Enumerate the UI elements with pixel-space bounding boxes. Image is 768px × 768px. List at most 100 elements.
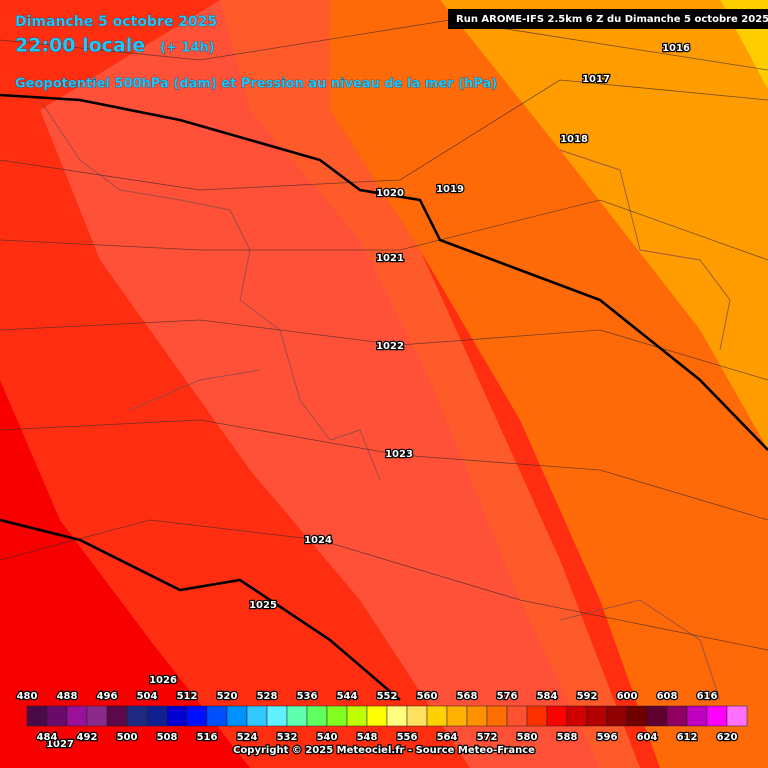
legend-swatch — [366, 705, 388, 727]
legend-label: 496 — [97, 691, 118, 702]
time: 22:00 locale — [15, 35, 145, 57]
legend-label: 524 — [237, 732, 258, 743]
legend-swatch — [306, 705, 328, 727]
legend-swatch — [686, 705, 708, 727]
isobar-line — [0, 199, 768, 261]
legend-swatch — [346, 705, 368, 727]
field-band — [0, 380, 250, 768]
run-banner — [448, 9, 768, 29]
legend-label: 584 — [537, 691, 558, 702]
legend-swatch — [666, 705, 688, 727]
legend-label: 520 — [217, 691, 238, 702]
geopotential-line — [0, 93, 768, 451]
isobar-label: 1021 — [376, 253, 404, 264]
isobar-label: 1023 — [385, 449, 413, 460]
legend-swatch — [126, 705, 148, 727]
legend-label: 604 — [637, 732, 658, 743]
legend-swatch — [506, 705, 528, 727]
legend-label: 572 — [477, 732, 498, 743]
legend-swatch — [406, 705, 428, 727]
legend-swatch — [246, 705, 268, 727]
legend-swatch — [86, 705, 108, 727]
legend-label: 592 — [577, 691, 598, 702]
field-band — [40, 0, 640, 768]
legend-label: 488 — [57, 691, 78, 702]
legend-swatch — [26, 705, 48, 727]
legend-label: 616 — [697, 691, 718, 702]
isobar-line — [0, 419, 768, 521]
isobar-label: 1027 — [46, 739, 74, 750]
legend-swatch — [706, 705, 728, 727]
legend-swatch — [526, 705, 548, 727]
legend-swatch — [606, 705, 628, 727]
copyright: Copyright © 2025 Meteociel.fr - Source M… — [233, 745, 535, 756]
legend-label: 596 — [597, 732, 618, 743]
legend-swatch — [626, 705, 648, 727]
legend-swatch — [446, 705, 468, 727]
field-band — [330, 0, 768, 768]
legend-label: 504 — [137, 691, 158, 702]
legend-swatch — [326, 705, 348, 727]
legend-label: 580 — [517, 732, 538, 743]
isobar-label: 1019 — [436, 184, 464, 195]
isobar-label: 1020 — [376, 188, 404, 199]
legend-label: 544 — [337, 691, 358, 702]
legend-label: 552 — [377, 691, 398, 702]
isobar-label: 1022 — [376, 341, 404, 352]
legend-label: 480 — [17, 691, 38, 702]
legend-label: 620 — [717, 732, 738, 743]
legend-label: 556 — [397, 732, 418, 743]
isobar-label: 1024 — [304, 535, 332, 546]
legend-swatch — [166, 705, 188, 727]
legend-label: 564 — [437, 732, 458, 743]
legend-label: 600 — [617, 691, 638, 702]
parameter: Geopotentiel 500hPa (dam) et Pression au… — [15, 77, 497, 92]
legend-label: 540 — [317, 732, 338, 743]
legend-swatch — [146, 705, 168, 727]
isobar-line — [0, 319, 768, 381]
legend-swatch — [726, 705, 748, 727]
legend-swatch — [546, 705, 568, 727]
legend-label: 508 — [157, 732, 178, 743]
legend-label: 588 — [557, 732, 578, 743]
isobar-label: 1017 — [582, 74, 610, 85]
legend-swatch — [646, 705, 668, 727]
legend-swatch — [466, 705, 488, 727]
legend-swatch — [426, 705, 448, 727]
legend-swatch — [66, 705, 88, 727]
legend-swatch — [386, 705, 408, 727]
legend-swatch — [46, 705, 68, 727]
legend-label: 528 — [257, 691, 278, 702]
legend-swatch — [586, 705, 608, 727]
isobar-line — [0, 79, 768, 191]
lead-time: (+ 14h) — [160, 41, 215, 56]
legend-swatch — [566, 705, 588, 727]
isobar-line — [0, 519, 768, 651]
isobar-label: 1018 — [560, 134, 588, 145]
isobar-label: 1025 — [249, 600, 277, 611]
legend-swatch — [206, 705, 228, 727]
legend-label: 612 — [677, 732, 698, 743]
legend-label: 560 — [417, 691, 438, 702]
date: Dimanche 5 octobre 2025 — [15, 14, 217, 30]
legend-swatch — [106, 705, 128, 727]
legend-label: 500 — [117, 732, 138, 743]
legend-label: 608 — [657, 691, 678, 702]
geopotential-line — [0, 518, 401, 701]
legend-label: 536 — [297, 691, 318, 702]
legend-swatch — [486, 705, 508, 727]
isobar-label: 1026 — [149, 675, 177, 686]
legend-label: 512 — [177, 691, 198, 702]
legend-label: 576 — [497, 691, 518, 702]
field-band — [440, 0, 768, 450]
run-info: Run AROME-IFS 2.5km 6 Z du Dimanche 5 oc… — [456, 14, 768, 25]
legend-swatch — [286, 705, 308, 727]
legend-label: 516 — [197, 732, 218, 743]
legend-swatch — [266, 705, 288, 727]
legend-label: 548 — [357, 732, 378, 743]
legend-swatch — [186, 705, 208, 727]
legend-label: 484 — [37, 732, 58, 743]
field-band — [220, 0, 640, 768]
legend-swatch — [226, 705, 248, 727]
